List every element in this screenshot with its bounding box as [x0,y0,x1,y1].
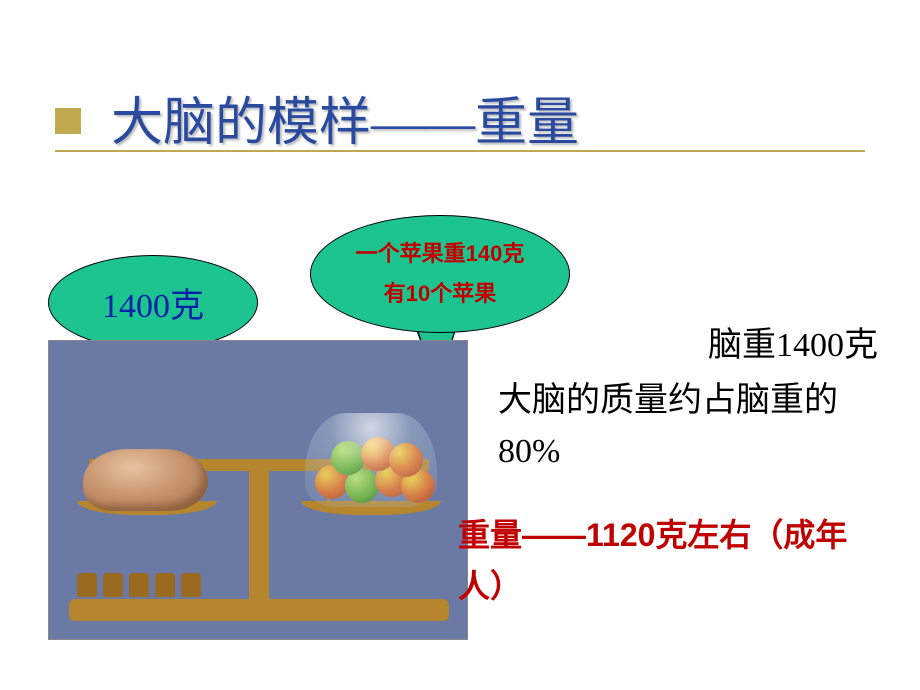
slide-title-bar: 大脑的模样——重量 [55,80,579,155]
apples-bag [305,413,437,507]
weight-icon [103,573,123,597]
text-brain-weight: 脑重1400克 [708,320,878,371]
weight-icon [155,573,175,597]
title-bullet-square [55,108,81,134]
brain-icon [83,449,208,511]
balance-scale-figure [48,340,468,640]
weight-icon [77,573,97,597]
weight-icon [129,573,149,597]
slide-title: 大脑的模样——重量 [111,80,579,155]
callout-2-line1: 一个苹果重140克 [356,234,525,274]
title-underline [55,150,865,152]
scale-weights [77,573,201,597]
callout-weight-1400g: 1400克 [48,255,258,350]
scale-base [69,599,449,621]
weight-icon [181,573,201,597]
callout-2-line2: 有10个苹果 [384,274,496,314]
scale-column [249,459,269,599]
callout-1-text: 1400克 [102,278,204,327]
text-weight-result: 重量——1120克左右（成年人） [458,510,878,612]
text-brain-mass-percent: 大脑的质量约占脑重的80% [498,375,878,477]
callout-apple-info: 一个苹果重140克 有10个苹果 [310,215,570,333]
